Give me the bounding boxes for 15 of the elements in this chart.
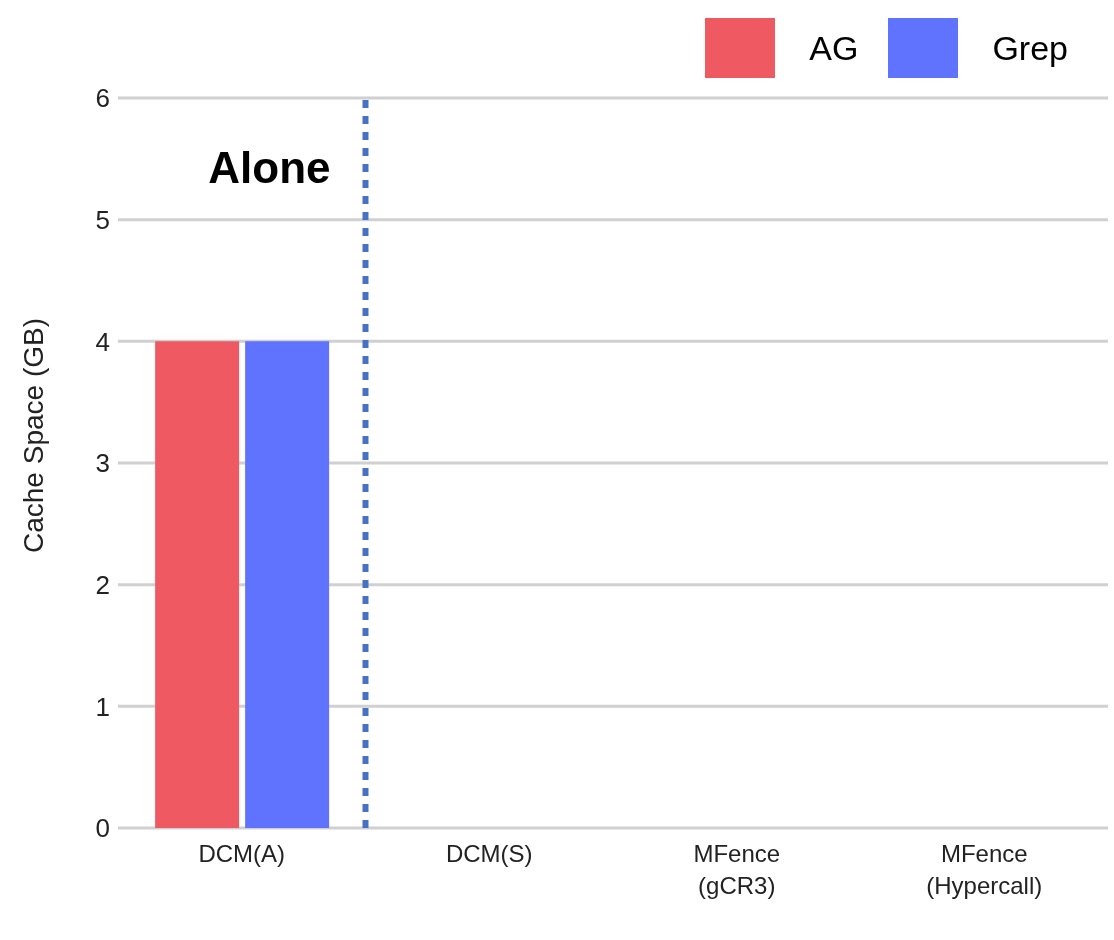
y-tick-label: 1 — [95, 691, 110, 722]
x-tick-label: MFence (gCR3) — [693, 840, 781, 899]
legend-label: AG — [809, 28, 859, 68]
ref-line-label: Alone — [208, 143, 331, 192]
y-tick-label: 3 — [95, 448, 110, 479]
legend-label: Grep — [992, 28, 1068, 68]
y-tick-label: 6 — [95, 83, 110, 114]
y-tick-label: 2 — [95, 569, 110, 600]
x-tick-label: MFence (Hypercall) — [926, 840, 1043, 899]
y-tick-label: 5 — [95, 204, 110, 235]
y-tick-label: 0 — [95, 813, 110, 844]
x-tick-label: DCM(S) — [445, 840, 533, 867]
x-tick-label: DCM(A) — [198, 840, 286, 867]
y-tick-label: 4 — [95, 326, 110, 357]
y-axis-title: Cache Space (GB) — [17, 318, 49, 553]
